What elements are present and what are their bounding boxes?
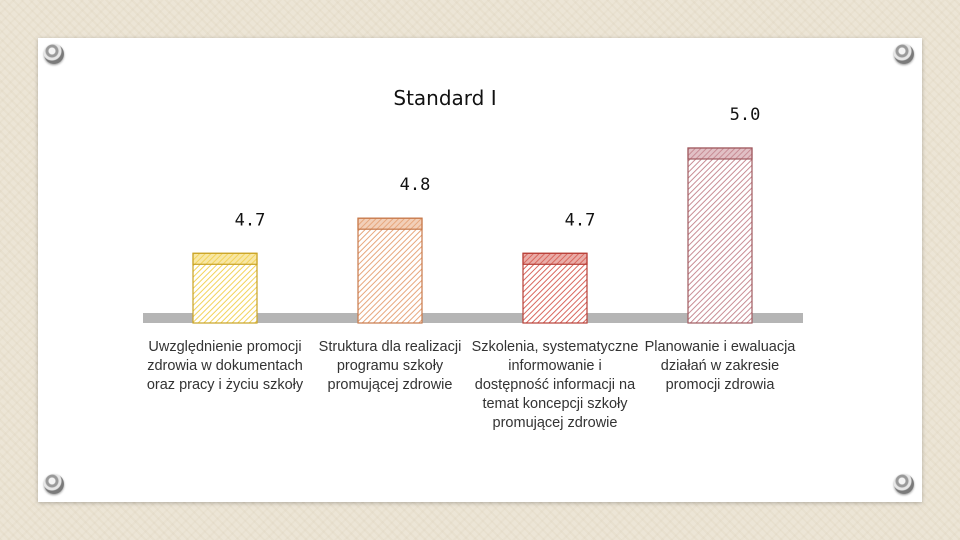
bar-cap xyxy=(522,252,588,265)
bottom-right-pin-icon xyxy=(894,474,914,494)
data-label: 4.8 xyxy=(400,175,431,195)
bar-cap xyxy=(192,252,258,265)
data-label: 5.0 xyxy=(730,105,761,125)
category-label: Szkolenia, systematyczne informowanie i … xyxy=(471,339,639,431)
bar-cap xyxy=(357,217,423,230)
data-label: 4.7 xyxy=(235,210,266,230)
data-label: 4.7 xyxy=(565,210,596,230)
bar-cap xyxy=(687,147,753,160)
chart-floor xyxy=(143,313,803,323)
bar xyxy=(357,217,423,324)
category-label: Struktura dla realizacji programu szkoły… xyxy=(318,339,462,393)
bottom-left-pin-icon xyxy=(44,474,64,494)
top-right-pin-icon xyxy=(894,44,914,64)
bar xyxy=(192,252,258,324)
slide-card xyxy=(38,38,922,502)
category-label: Planowanie i ewaluacja działań w zakresi… xyxy=(644,339,796,393)
bar xyxy=(687,147,753,324)
top-left-pin-icon xyxy=(44,44,64,64)
category-label: Uwzględnienie promocji zdrowia w dokumen… xyxy=(146,339,304,393)
bar xyxy=(522,252,588,324)
chart-title: Standard I xyxy=(393,86,497,110)
